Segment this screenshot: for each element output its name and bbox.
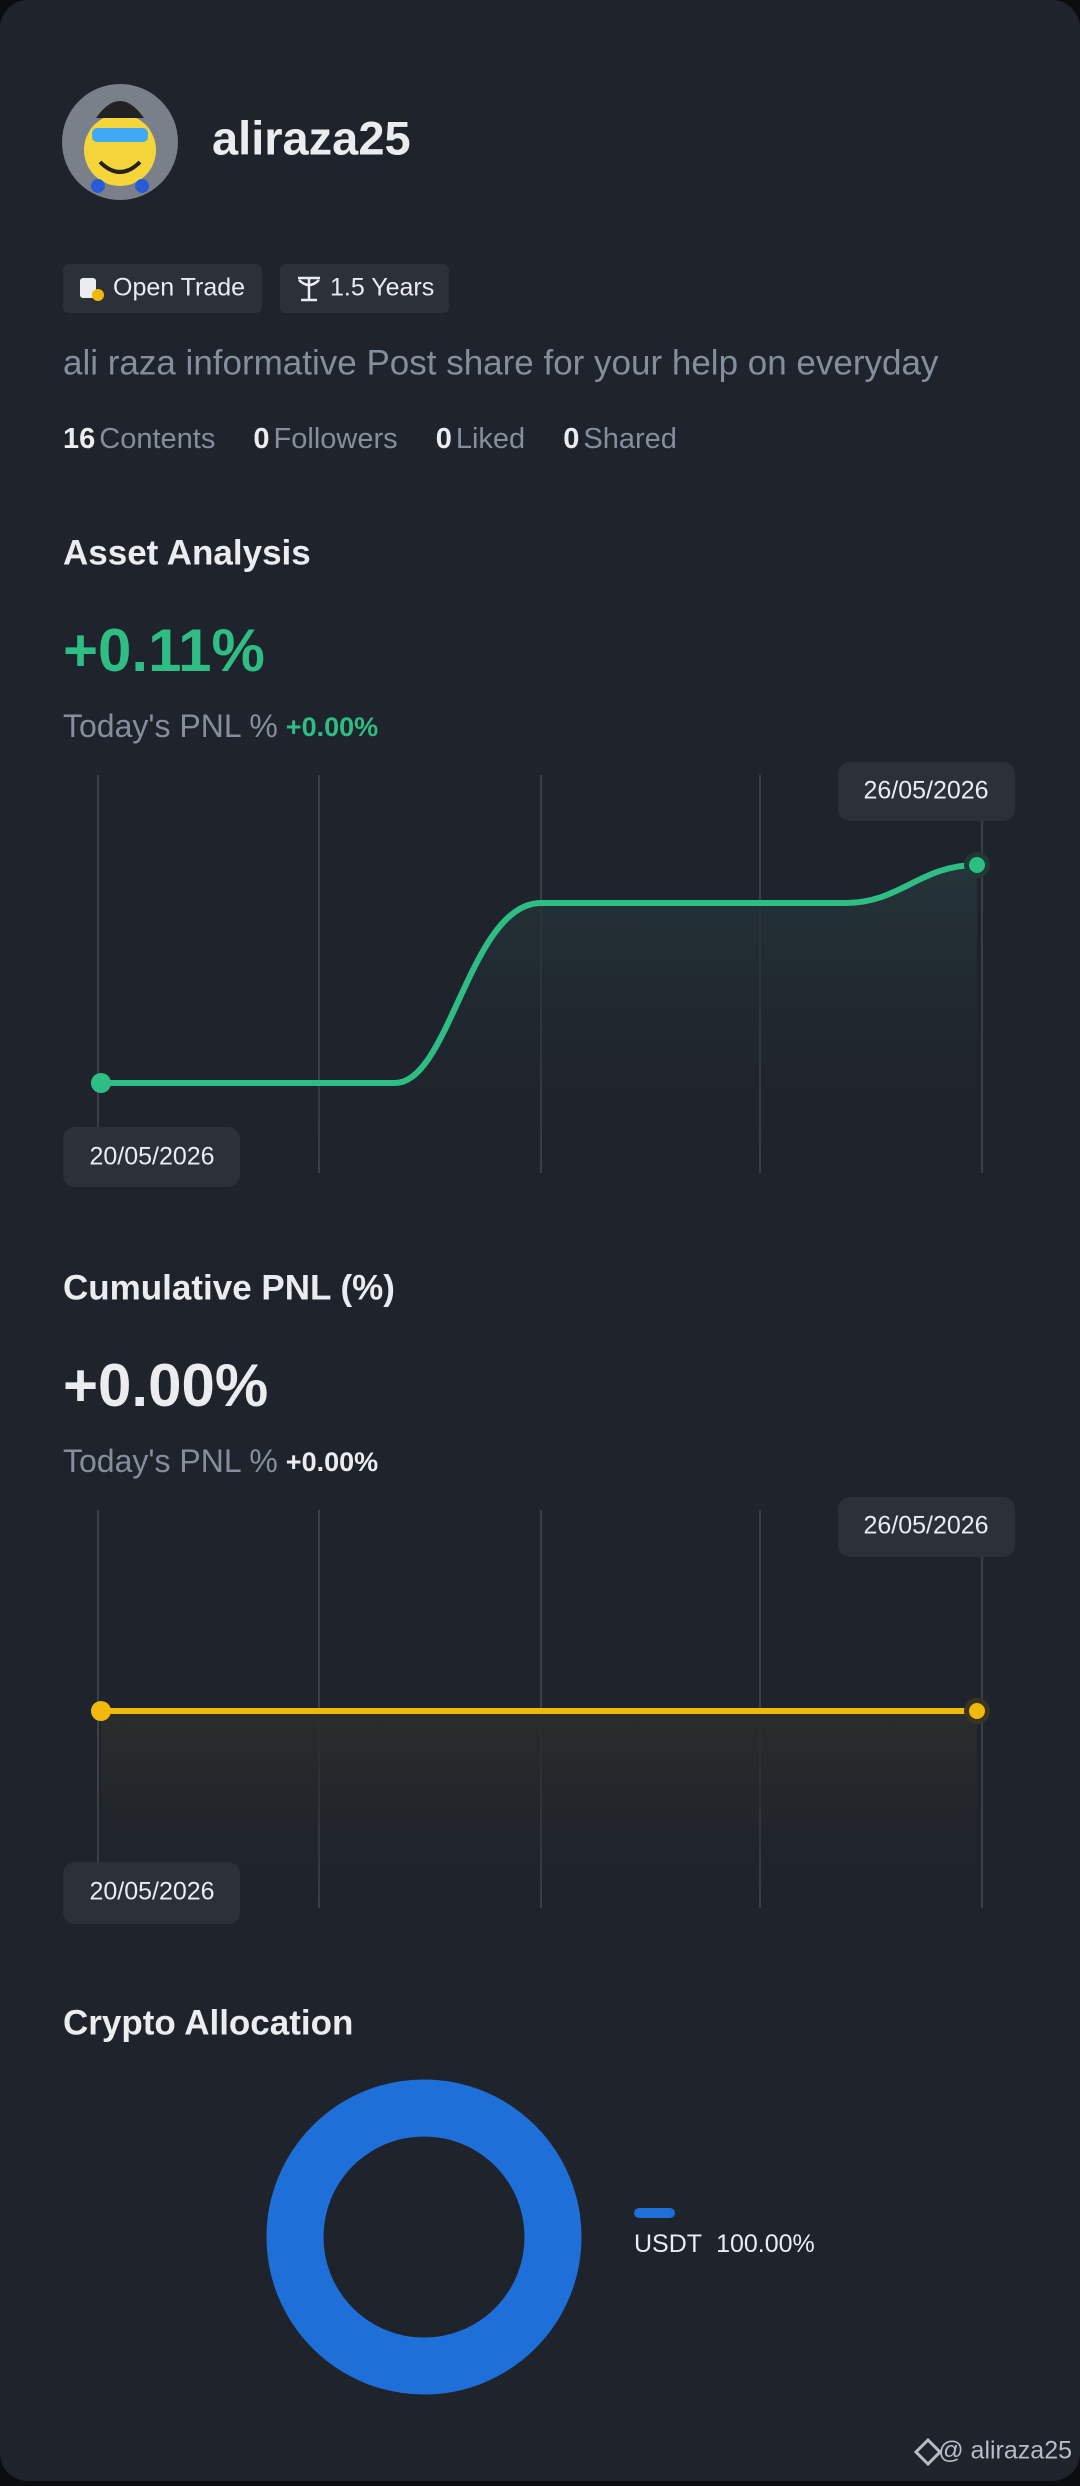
pnl-value: +0.00% bbox=[286, 712, 378, 742]
legend-name: USDT bbox=[634, 2230, 702, 2258]
pnl-label: Today's PNL % bbox=[63, 708, 278, 744]
stat-label: Contents bbox=[99, 423, 215, 455]
tooltip bbox=[838, 1497, 1015, 1557]
start-date: 20/05/2026 bbox=[89, 1143, 214, 1171]
end-date: 26/05/2026 bbox=[863, 777, 988, 805]
badge-icon bbox=[298, 276, 320, 302]
point bbox=[91, 1073, 111, 1093]
area bbox=[101, 1711, 977, 1908]
badge bbox=[63, 264, 262, 313]
username: aliraza25 bbox=[212, 111, 411, 164]
big-value: +0.00% bbox=[63, 1352, 268, 1419]
point bbox=[969, 1703, 985, 1719]
badge-icon bbox=[80, 278, 96, 298]
point bbox=[91, 1701, 111, 1721]
legend-value: 100.00% bbox=[716, 2230, 815, 2258]
stat-value: 0 bbox=[563, 423, 579, 455]
end-date: 26/05/2026 bbox=[863, 1512, 988, 1540]
avatar bbox=[62, 84, 178, 200]
watermark: @ aliraza25 bbox=[938, 2437, 1072, 2465]
area bbox=[101, 865, 977, 1173]
section-title: Crypto Allocation bbox=[63, 2003, 353, 2042]
line bbox=[101, 862, 978, 1086]
start-date: 20/05/2026 bbox=[89, 1878, 214, 1906]
stat-label: Followers bbox=[274, 423, 398, 455]
stat-label: Liked bbox=[456, 423, 525, 455]
section-title: Cumulative PNL (%) bbox=[63, 1268, 395, 1307]
tooltip bbox=[63, 1127, 240, 1187]
badge-text: 1.5 Years bbox=[330, 274, 434, 302]
badge bbox=[280, 264, 449, 313]
stat-value: 0 bbox=[253, 423, 269, 455]
pnl-value: +0.00% bbox=[286, 1447, 378, 1477]
pnl-line: Today's PNL % +0.00% bbox=[63, 708, 378, 744]
tooltip bbox=[838, 762, 1015, 821]
stat-label: Shared bbox=[583, 423, 677, 455]
badge-text: Open Trade bbox=[113, 274, 245, 302]
section-title: Asset Analysis bbox=[63, 533, 311, 572]
bio: ali raza informative Post share for your… bbox=[63, 343, 939, 382]
badge-icon bbox=[92, 289, 104, 301]
legend-swatch bbox=[634, 2208, 675, 2218]
legend-entry: USDT 100.00% bbox=[634, 2230, 815, 2258]
stats: 16 Contents 0 Followers 0 Liked 0 Shared bbox=[63, 423, 677, 455]
stat-value: 16 bbox=[63, 423, 95, 455]
stat-value: 0 bbox=[436, 423, 452, 455]
pnl-line: Today's PNL % +0.00% bbox=[63, 1443, 378, 1479]
pnl-label: Today's PNL % bbox=[63, 1443, 278, 1479]
big-value: +0.11% bbox=[63, 617, 265, 684]
tooltip bbox=[63, 1862, 240, 1924]
donut-segment bbox=[266, 2079, 582, 2395]
point bbox=[969, 857, 985, 873]
donut: USDT 100.00% bbox=[266, 2079, 815, 2395]
watermark-logo bbox=[913, 2437, 943, 2467]
